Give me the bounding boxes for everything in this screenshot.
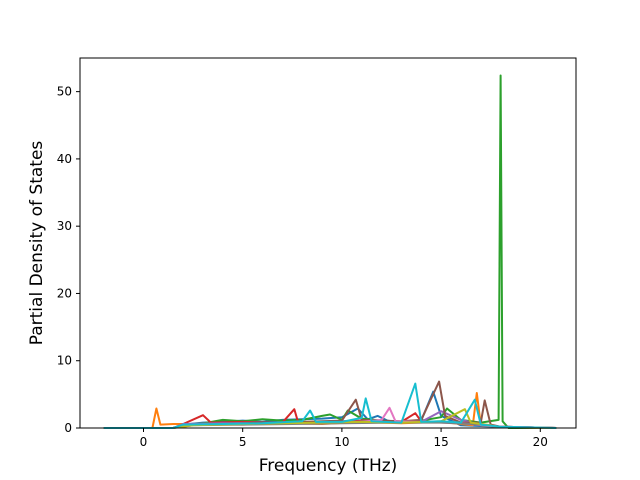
x-tick-label: 0	[140, 435, 148, 449]
y-tick-label: 30	[57, 219, 72, 233]
x-tick-label: 5	[239, 435, 247, 449]
x-axis-label: Frequency (THz)	[259, 456, 398, 476]
y-tick-label: 20	[57, 286, 72, 300]
x-tick-label: 20	[533, 435, 548, 449]
series-line-3	[103, 74, 557, 429]
y-tick-label: 50	[57, 85, 72, 99]
x-tick-label: 10	[334, 435, 349, 449]
x-axis-ticks: 0 5 10 15 20	[140, 428, 548, 449]
y-tick-label: 40	[57, 152, 72, 166]
y-axis-ticks: 0 10 20 30 40 50	[57, 85, 80, 435]
y-axis-label: Partial Density of States	[27, 141, 47, 346]
x-tick-label: 15	[433, 435, 448, 449]
plot-area-frame	[79, 57, 577, 429]
y-tick-label: 10	[57, 354, 72, 368]
y-tick-label: 0	[64, 421, 72, 435]
plot-series-group	[103, 74, 557, 429]
series-line-10	[103, 382, 557, 429]
